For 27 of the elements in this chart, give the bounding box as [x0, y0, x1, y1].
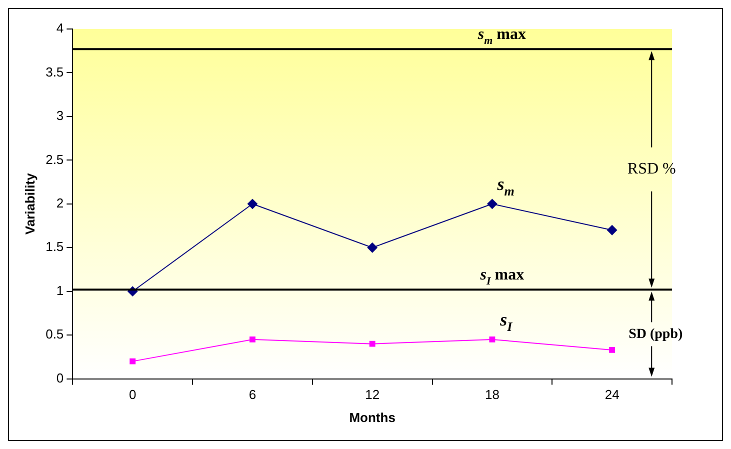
- point: [609, 346, 616, 353]
- point: [130, 358, 136, 364]
- x-tick-label: 24: [604, 387, 620, 402]
- y-tick-label: 1.5: [46, 239, 64, 254]
- y-tick-label: 2: [56, 195, 64, 210]
- y-tick-label: 2.5: [46, 152, 64, 167]
- x-tick-label: 18: [484, 387, 500, 402]
- y-axis-title: Variability: [22, 172, 38, 235]
- point: [247, 198, 258, 209]
- point: [367, 242, 378, 253]
- annotation: SD (ppb): [628, 326, 683, 342]
- y-tick-label: 1: [56, 282, 64, 298]
- point: [249, 336, 256, 342]
- point: [489, 336, 496, 342]
- point: [607, 225, 618, 236]
- annotation: RSD %: [627, 160, 676, 178]
- point: [487, 198, 498, 209]
- y-tick-label: 3: [56, 108, 64, 124]
- x-tick-label: 12: [365, 387, 380, 402]
- x-axis-title: Months: [349, 410, 396, 425]
- y-tick-label: 0: [56, 370, 64, 386]
- x-tick-label: 0: [128, 387, 136, 402]
- y-tick-label: 4: [56, 20, 64, 36]
- point: [369, 340, 376, 347]
- y-tick-label: 0.5: [46, 326, 64, 342]
- x-tick-label: 6: [248, 387, 256, 402]
- y-tick-label: 3.5: [46, 64, 64, 80]
